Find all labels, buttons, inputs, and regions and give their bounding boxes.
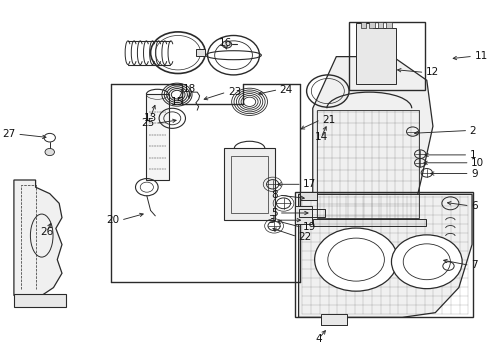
Bar (317, 110, 418, 218)
Bar (299, 192, 317, 200)
Polygon shape (224, 148, 274, 220)
Bar (146, 94, 168, 180)
Circle shape (314, 228, 397, 291)
Bar (386, 22, 391, 28)
Bar (196, 49, 205, 56)
Bar (295, 192, 471, 318)
Circle shape (391, 235, 461, 289)
Text: 5: 5 (270, 208, 277, 218)
Text: 15: 15 (170, 97, 183, 107)
Text: 11: 11 (473, 51, 487, 61)
Text: 19: 19 (303, 222, 316, 232)
Polygon shape (298, 194, 471, 318)
Polygon shape (312, 57, 432, 222)
Text: 4: 4 (315, 333, 322, 343)
Polygon shape (355, 23, 395, 84)
Bar (295, 206, 311, 224)
Bar (360, 22, 366, 28)
Text: 23: 23 (227, 87, 241, 97)
Text: 12: 12 (425, 67, 438, 77)
Text: 3: 3 (267, 215, 274, 225)
Text: 1: 1 (469, 150, 475, 160)
Text: 7: 7 (470, 260, 477, 270)
Text: 27: 27 (2, 129, 16, 139)
Bar (321, 315, 346, 325)
Text: 10: 10 (470, 158, 483, 168)
Circle shape (45, 148, 54, 156)
Text: 25: 25 (141, 118, 154, 128)
Bar (298, 209, 324, 217)
Circle shape (222, 41, 231, 48)
Text: 2: 2 (469, 126, 475, 135)
Bar (231, 156, 267, 213)
Text: 18: 18 (182, 84, 196, 94)
Text: 17: 17 (303, 179, 316, 189)
Text: 20: 20 (106, 215, 119, 225)
Text: 26: 26 (40, 227, 53, 237)
Text: 16: 16 (219, 38, 232, 48)
Text: 6: 6 (470, 201, 477, 211)
Bar (312, 220, 425, 226)
Text: 24: 24 (279, 85, 292, 95)
Text: 13: 13 (143, 113, 157, 123)
Text: 21: 21 (322, 115, 335, 125)
Text: 9: 9 (470, 168, 477, 179)
Bar (368, 22, 374, 28)
Bar (348, 22, 425, 90)
Text: 14: 14 (314, 132, 327, 142)
Bar (377, 22, 383, 28)
Polygon shape (14, 180, 62, 296)
Text: 8: 8 (270, 190, 277, 200)
Bar (14, 294, 65, 307)
Text: 22: 22 (298, 232, 311, 242)
